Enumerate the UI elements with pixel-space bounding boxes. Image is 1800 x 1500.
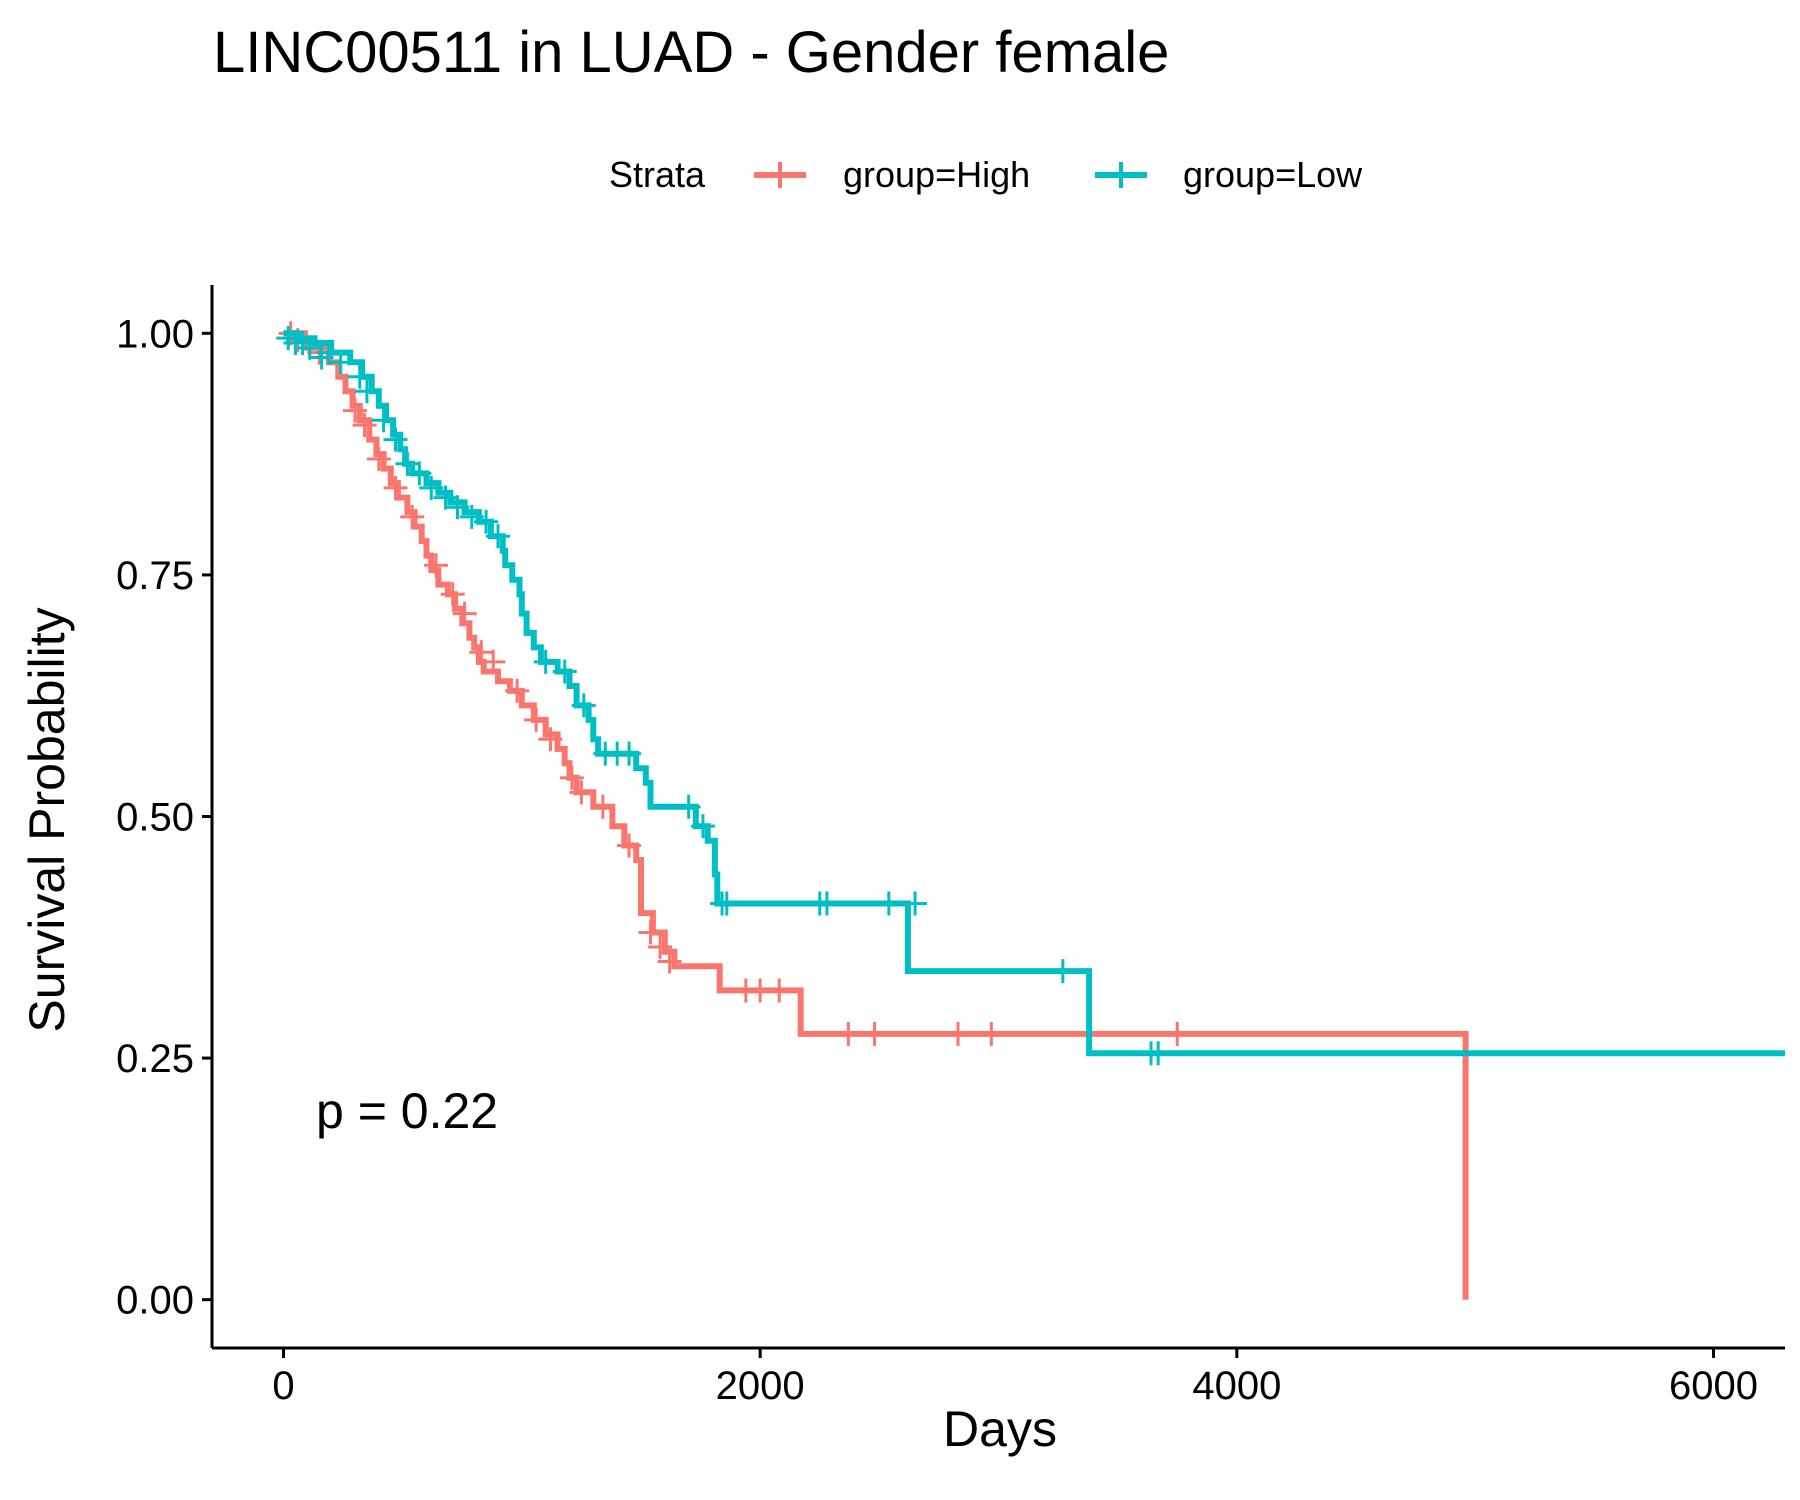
censor-mark [1146,1041,1171,1066]
censor-mark [424,553,449,578]
censor-mark [945,1021,970,1046]
censor-mark [979,1021,1004,1046]
legend-title: Strata [609,154,706,195]
legend: Strata group=High group=Low [609,154,1363,195]
legend-label-low: group=Low [1183,154,1363,195]
censor-mark [459,504,484,529]
censor-mark [552,659,577,684]
censor-mark [571,693,596,718]
censor-mark [676,794,701,819]
x-tick-label: 0 [272,1364,294,1408]
censor-mark [383,427,408,452]
y-tick-label: 0.75 [116,554,194,598]
censor-mark [407,461,432,486]
censor-mark [347,364,372,389]
y-tick-label: 0.25 [116,1037,194,1081]
censor-mark [474,509,499,534]
censor-mark [657,949,682,974]
censor-mark [538,727,563,752]
p-value-annotation: p = 0.22 [316,1083,498,1139]
y-tick-label: 0.00 [116,1279,194,1323]
survival-curve-group-high [283,330,1469,1300]
censor-mark [366,446,391,471]
censor-mark [400,504,425,529]
censor-mark [316,340,341,365]
censor-mark [590,794,615,819]
censor-mark [876,891,901,916]
censor-mark [481,649,506,674]
censor-mark [533,649,558,674]
censor-mark [469,640,494,665]
series-layer [276,321,1785,1300]
censor-mark [1050,959,1075,984]
censor-mark [354,379,379,404]
censor-mark [445,495,470,520]
x-ticks: 0 2000 4000 6000 [272,1348,1758,1408]
x-axis-title: Days [943,1401,1057,1457]
censor-mark [617,741,642,766]
y-tick-label: 0.50 [116,796,194,840]
censor-mark [814,891,839,916]
censor-mark [505,678,530,703]
censor-mark [433,485,458,510]
y-tick-label: 1.00 [116,312,194,356]
censor-mark [452,601,477,626]
censor-mark [383,475,408,500]
censor-mark [371,408,396,433]
censor-mark [395,451,420,476]
censor-mark [617,833,642,858]
censor-mark [714,891,739,916]
y-axis-title: Survival Probability [19,607,75,1032]
censor-mark [638,920,663,945]
legend-key-low [1095,162,1147,188]
censor-mark [297,335,322,360]
censor-mark [1165,1021,1190,1046]
x-tick-label: 6000 [1669,1364,1758,1408]
x-tick-label: 4000 [1192,1364,1281,1408]
x-tick-label: 2000 [716,1364,805,1408]
censor-mark [648,934,673,959]
censor-mark [569,780,594,805]
censor-mark [836,1021,861,1046]
censor-mark [486,524,510,549]
y-ticks: 0.00 0.25 0.50 0.75 1.00 [116,312,212,1323]
censor-mark [343,398,367,423]
censor-mark [524,707,549,732]
censor-mark [440,582,465,607]
censor-mark [903,891,928,916]
censor-mark [690,814,715,839]
censor-mark [559,765,584,790]
censor-mark [862,1021,887,1046]
censor-mark [328,350,353,375]
censor-mark [419,475,444,500]
legend-key-high [754,162,806,188]
censor-mark [352,413,377,438]
censor-mark [767,978,792,1003]
legend-label-high: group=High [843,154,1030,195]
chart-title: LINC00511 in LUAD - Gender female [213,20,1169,85]
